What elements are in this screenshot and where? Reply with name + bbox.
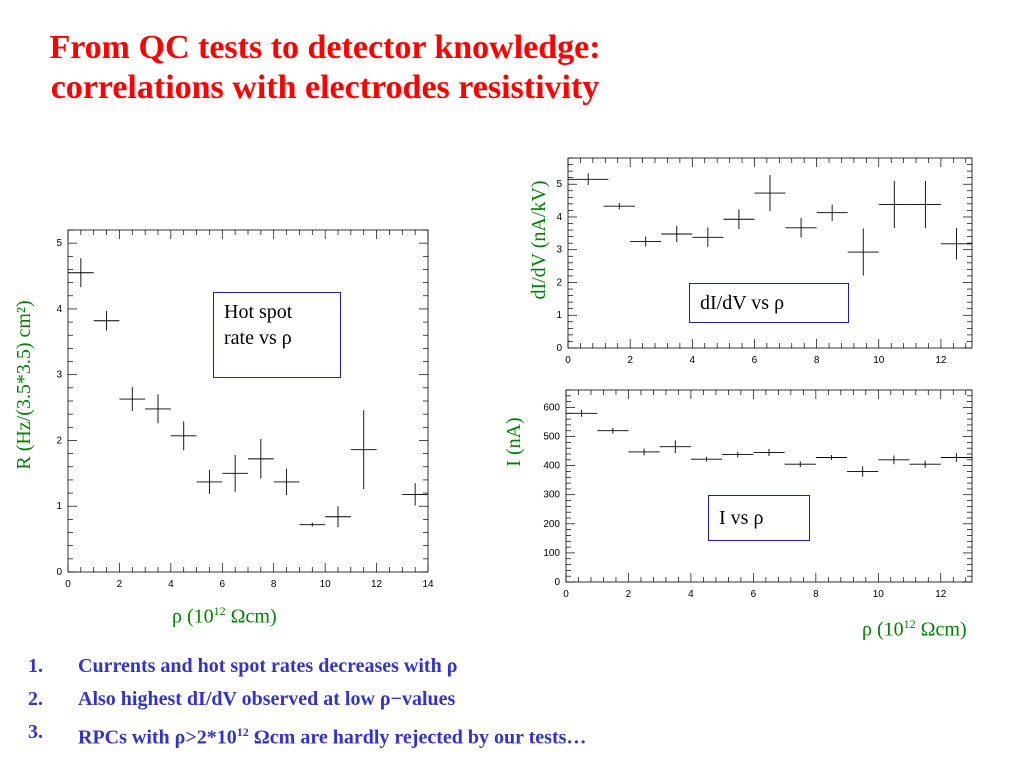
hotspot-x-axis-label: ρ (1012 Ωcm) (172, 604, 277, 628)
hotspot-x-tick-label: 8 (271, 579, 277, 590)
current-y-tick-label: 200 (543, 519, 560, 530)
didv-y-tick-label: 2 (556, 277, 562, 288)
hotspot-plot-frame (67, 229, 429, 573)
didv-x-tick-label: 2 (627, 355, 633, 366)
hotspot-y-tick-label: 1 (56, 501, 62, 512)
current-x-tick-label: 12 (935, 589, 947, 600)
current-x-tick-label: 8 (813, 589, 819, 600)
didv-x-tick-label: 4 (690, 355, 696, 366)
current-x-tick-label: 4 (688, 589, 694, 600)
current-x-tick-label: 6 (751, 589, 757, 600)
didv-x-tick-label: 10 (873, 355, 885, 366)
didv-x-tick-label: 8 (814, 355, 820, 366)
didv-x-tick-label: 12 (935, 355, 947, 366)
finding-item: 1. Currents and hot spot rates decreases … (28, 655, 458, 677)
current-y-tick-label: 100 (543, 548, 560, 559)
current-x-tick-label: 0 (563, 589, 569, 600)
current-y-tick-label: 300 (543, 490, 560, 501)
didv-y-tick-label: 1 (556, 310, 562, 321)
findings-list: 1. Currents and hot spot rates decreases … (28, 650, 1008, 755)
current-x-tick-label: 2 (626, 589, 632, 600)
didv-y-tick-label: 0 (556, 343, 562, 354)
current-y-tick-label: 0 (554, 577, 560, 588)
didv-x-tick-label: 0 (565, 355, 571, 366)
hotspot-legend: Hot spot rate vs ρ (213, 292, 341, 378)
hotspot-x-tick-label: 12 (371, 579, 383, 590)
finding-item: 3. RPCs with ρ>2*1012 Ωcm are hardly reje… (28, 721, 587, 749)
didv-legend: dI/dV vs ρ (689, 283, 849, 323)
current-y-tick-label: 600 (543, 402, 560, 413)
current-y-tick-label: 400 (543, 461, 560, 472)
didv-y-tick-label: 3 (556, 245, 562, 256)
didv-y-tick-label: 5 (556, 179, 562, 190)
hotspot-y-axis-label: R (Hz/(3.5*3.5) cm²) (13, 300, 35, 469)
hotspot-x-tick-label: 2 (117, 579, 123, 590)
current-y-axis-label: I (nA) (503, 417, 525, 466)
didv-plot-frame (567, 157, 973, 349)
current-x-tick-label: 10 (873, 589, 885, 600)
hotspot-x-tick-label: 6 (220, 579, 226, 590)
current-plot-frame (565, 389, 973, 583)
didv-x-tick-label: 6 (752, 355, 758, 366)
hotspot-x-tick-label: 10 (320, 579, 332, 590)
current-x-axis-label: ρ (1012 Ωcm) (862, 617, 967, 641)
hotspot-x-tick-label: 14 (422, 579, 434, 590)
hotspot-legend-line-2: rate vs ρ (224, 327, 292, 349)
didv-y-axis-label: dI/dV (nA/kV) (528, 180, 550, 299)
hotspot-x-tick-label: 0 (65, 579, 71, 590)
current-y-tick-label: 500 (543, 432, 560, 443)
hotspot-y-tick-label: 0 (56, 567, 62, 578)
hotspot-y-tick-label: 3 (56, 370, 62, 381)
hotspot-legend-line-1: Hot spot (224, 301, 293, 323)
finding-item: 2. Also highest dI/dV observed at low ρ−v… (28, 688, 456, 710)
hotspot-x-tick-label: 4 (168, 579, 174, 590)
hotspot-y-tick-label: 4 (56, 304, 62, 315)
hotspot-y-tick-label: 2 (56, 435, 62, 446)
hotspot-y-tick-label: 5 (56, 238, 62, 249)
didv-y-tick-label: 4 (556, 212, 562, 223)
slide-title: From QC tests to detector knowledge: cor… (49, 29, 601, 106)
current-legend: I vs ρ (708, 495, 810, 541)
